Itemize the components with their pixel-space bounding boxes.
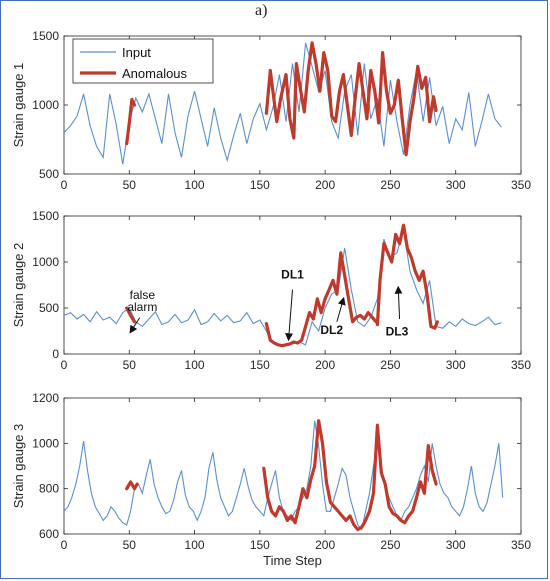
plot-area (63, 215, 522, 355)
x-tick-label: 0 (61, 358, 68, 372)
y-tick-label: 1000 (32, 98, 59, 112)
y-tick-label: 800 (39, 482, 59, 496)
y-axis-label: Strain gauge 3 (11, 424, 26, 509)
annotation-arrow (285, 289, 294, 342)
x-tick-label: 0 (61, 178, 68, 192)
annotation-arrow (129, 317, 141, 334)
annotation-alarm: alarm (127, 300, 157, 314)
annotation-dl3: DL3 (386, 325, 409, 339)
x-axis-label: Time Step (263, 553, 322, 568)
subplot-3: 0 50 100 150 200 250 300 350 600 800 1000 1200 Strai… (11, 391, 531, 568)
x-tick-label: 150 (250, 358, 270, 372)
x-tick-label: 300 (446, 358, 466, 372)
x-tick-label: 200 (315, 538, 335, 552)
subplot-1: 0 50 100 150 200 250 300 350 500 1000 1500 Strain g… (11, 29, 531, 192)
series-anomalous-segment (125, 480, 139, 491)
y-tick-label: 0 (52, 347, 59, 361)
legend-anomalous-label: Anomalous (122, 66, 188, 81)
series-input-line (63, 42, 502, 165)
annotation-arrow (336, 296, 346, 322)
x-tick-label: 250 (380, 358, 400, 372)
x-tick-label: 0 (61, 538, 68, 552)
y-axis-label: Strain gauge 1 (11, 63, 26, 148)
x-tick-label: 150 (250, 178, 270, 192)
legend: Input Anomalous (72, 38, 214, 84)
series-anomalous-segment (264, 41, 438, 157)
plot-area (63, 397, 522, 535)
x-tick-label: 200 (315, 358, 335, 372)
series-anomalous-segment (375, 223, 439, 330)
x-tick-label: 300 (446, 538, 466, 552)
y-tick-label: 500 (39, 167, 59, 181)
annotation-arrow (394, 285, 403, 320)
y-tick-label: 1000 (32, 436, 59, 450)
x-tick-label: 150 (250, 538, 270, 552)
x-tick-label: 250 (380, 178, 400, 192)
x-tick-label: 50 (123, 178, 137, 192)
x-tick-label: 100 (185, 538, 205, 552)
series-anomalous-segment (262, 419, 438, 532)
x-tick-label: 100 (185, 358, 205, 372)
subplot-2: 0 50 100 150 200 250 300 350 0 500 1000 1500 Strain … (11, 209, 531, 372)
x-tick-label: 50 (123, 538, 137, 552)
y-tick-label: 600 (39, 527, 59, 541)
legend-input-label: Input (122, 45, 151, 60)
panel-label: a) (255, 2, 268, 19)
x-tick-label: 250 (380, 538, 400, 552)
series-anomalous-segment (125, 306, 137, 324)
x-tick-label: 200 (315, 178, 335, 192)
x-tick-label: 100 (185, 178, 205, 192)
annotation-dl2: DL2 (320, 323, 343, 337)
series-anomalous-segment (264, 251, 378, 348)
x-tick-label: 350 (511, 538, 531, 552)
x-tick-label: 50 (123, 358, 137, 372)
x-tick-label: 300 (446, 178, 466, 192)
y-tick-label: 1200 (32, 391, 59, 405)
x-tick-label: 350 (511, 358, 531, 372)
y-tick-label: 1000 (32, 255, 59, 269)
annotation-dl1: DL1 (281, 268, 304, 282)
legend-box (72, 38, 214, 84)
y-axis-label: Strain gauge 2 (11, 243, 26, 328)
annotation-false: false (130, 288, 156, 302)
y-tick-label: 500 (39, 301, 59, 315)
series-anomalous-segment (125, 97, 137, 146)
x-tick-label: 350 (511, 178, 531, 192)
y-tick-label: 1500 (32, 29, 59, 43)
y-tick-label: 1500 (32, 209, 59, 223)
